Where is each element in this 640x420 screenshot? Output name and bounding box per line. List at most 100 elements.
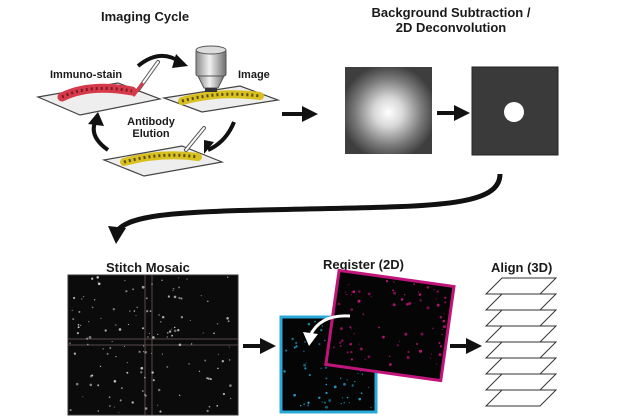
cell-dot bbox=[362, 313, 365, 316]
cell-dot bbox=[418, 350, 420, 352]
deconvolution-title-line1: Background Subtraction / bbox=[371, 5, 531, 20]
cell-dot bbox=[300, 404, 302, 407]
cell-dot bbox=[350, 328, 352, 330]
cell-dot bbox=[78, 310, 81, 313]
stack-plane bbox=[484, 277, 558, 295]
cell-dot bbox=[430, 353, 433, 355]
cell-dot bbox=[141, 390, 144, 392]
cell-dot bbox=[127, 324, 129, 326]
cell-dot bbox=[173, 326, 176, 329]
arrow-to-register bbox=[243, 338, 276, 354]
cell-dot bbox=[172, 289, 174, 292]
cell-dot bbox=[148, 332, 150, 334]
pipette-icon bbox=[184, 126, 206, 152]
deconvolved-image bbox=[471, 66, 559, 156]
cell-dot bbox=[343, 382, 346, 386]
cell-dot bbox=[431, 327, 434, 330]
elution-slide bbox=[101, 145, 225, 177]
cell-dot bbox=[347, 283, 350, 286]
cell-dot bbox=[295, 345, 298, 348]
cell-dot bbox=[353, 333, 356, 335]
cell-dot bbox=[426, 306, 430, 310]
cell-dot bbox=[143, 393, 146, 396]
cell-dot bbox=[124, 280, 126, 282]
cell-dot bbox=[91, 277, 94, 280]
cell-dot bbox=[146, 310, 149, 313]
cell-dot bbox=[160, 321, 162, 323]
cell-dot bbox=[406, 355, 409, 358]
cell-dot bbox=[333, 385, 337, 389]
cell-dot bbox=[400, 298, 404, 301]
cell-dot bbox=[69, 342, 71, 345]
cell-dot bbox=[392, 303, 396, 307]
cell-dot bbox=[441, 333, 443, 336]
stack-plane bbox=[484, 389, 558, 407]
cell-dot bbox=[227, 320, 230, 323]
cell-dot bbox=[77, 326, 80, 329]
cell-dot bbox=[166, 365, 169, 368]
cell-dot bbox=[439, 345, 443, 348]
stack-plane bbox=[484, 325, 558, 343]
deconvolution-title: Background Subtraction / 2D Deconvolutio… bbox=[346, 5, 556, 35]
cell-dot bbox=[217, 353, 219, 355]
cell-dot bbox=[97, 410, 100, 412]
cell-dot bbox=[360, 392, 363, 395]
cell-dot bbox=[359, 347, 363, 351]
cell-dot bbox=[325, 383, 328, 386]
cell-dot bbox=[229, 397, 232, 400]
cell-dot bbox=[321, 401, 323, 403]
cell-dot bbox=[325, 391, 328, 395]
cell-dot bbox=[82, 396, 84, 398]
cell-dot bbox=[131, 401, 134, 404]
aligned-stack bbox=[484, 277, 558, 407]
cell-dot bbox=[173, 295, 177, 299]
cell-dot bbox=[111, 340, 113, 343]
cell-dot bbox=[403, 293, 406, 296]
cell-dot bbox=[339, 341, 342, 344]
cell-dot bbox=[71, 309, 73, 312]
cell-dot bbox=[389, 363, 392, 366]
cell-dot bbox=[86, 343, 89, 346]
cell-dot bbox=[419, 299, 422, 302]
cell-dot bbox=[140, 366, 144, 370]
cell-dot bbox=[358, 397, 362, 401]
cell-dot bbox=[419, 349, 423, 353]
cell-dot bbox=[393, 291, 397, 295]
imaging-slide bbox=[161, 85, 281, 113]
cell-dot bbox=[303, 363, 307, 367]
cell-dot bbox=[207, 377, 210, 380]
cell-dot bbox=[100, 317, 102, 319]
stack-plane bbox=[484, 341, 558, 359]
cell-dot bbox=[140, 371, 143, 374]
raw-blur-image bbox=[345, 67, 432, 154]
imaging-cycle-title: Imaging Cycle bbox=[101, 9, 190, 24]
cell-dot bbox=[77, 323, 80, 326]
arrow-to-align bbox=[450, 338, 482, 354]
cell-dot bbox=[202, 332, 204, 334]
cell-dot bbox=[442, 328, 444, 331]
cell-dot bbox=[405, 302, 409, 306]
cycle-arrow-icon bbox=[88, 54, 236, 154]
cell-dot bbox=[73, 352, 77, 355]
cell-dot bbox=[112, 308, 115, 311]
cell-dot bbox=[172, 287, 175, 290]
cell-dot bbox=[186, 278, 188, 280]
stack-plane bbox=[484, 309, 558, 327]
cell-dot bbox=[438, 342, 441, 345]
cell-dot bbox=[118, 328, 122, 331]
pipette-icon bbox=[132, 60, 160, 97]
cell-dot bbox=[221, 359, 225, 363]
cell-dot bbox=[396, 344, 399, 347]
cell-dot bbox=[97, 282, 101, 286]
cell-dot bbox=[161, 315, 165, 319]
cell-dot bbox=[291, 337, 294, 341]
stack-plane bbox=[484, 293, 558, 311]
cell-dot bbox=[350, 351, 353, 354]
cell-dot bbox=[321, 325, 323, 327]
stack-plane bbox=[484, 373, 558, 391]
cell-dot bbox=[341, 339, 344, 342]
cell-dot bbox=[436, 363, 438, 365]
cell-dot bbox=[88, 336, 92, 339]
cell-dot bbox=[133, 310, 136, 312]
cell-dot bbox=[166, 336, 168, 338]
